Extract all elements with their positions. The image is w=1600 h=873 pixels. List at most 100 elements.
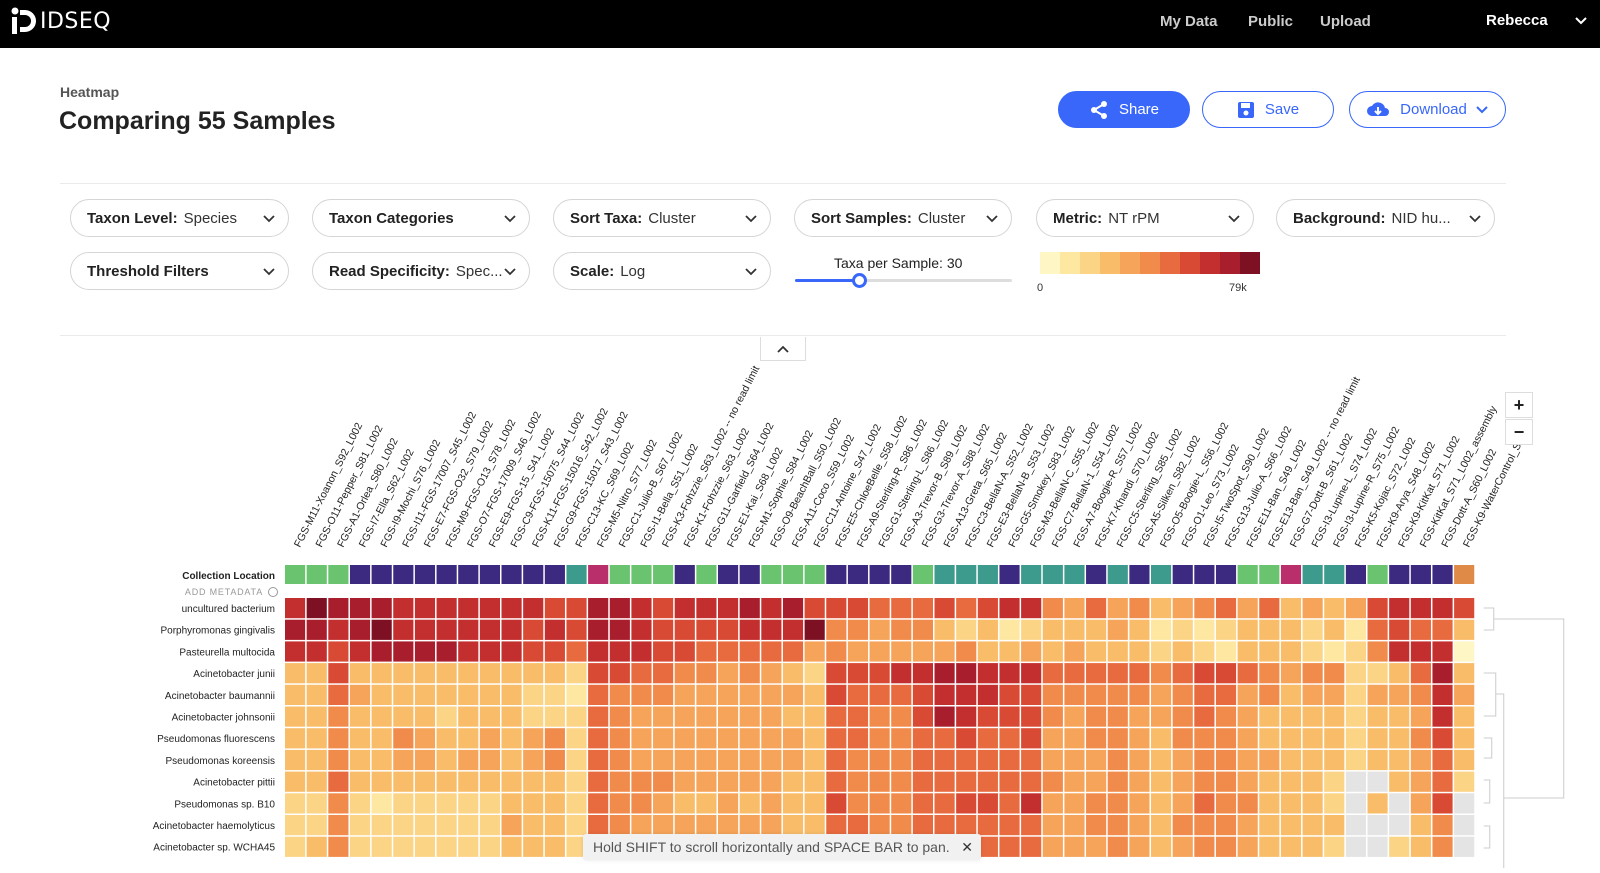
heatmap-cell[interactable] — [631, 663, 652, 684]
heatmap-cell[interactable] — [1021, 728, 1042, 749]
heatmap-cell[interactable] — [1389, 793, 1410, 814]
heatmap-cell[interactable] — [1432, 815, 1453, 836]
heatmap-cell[interactable] — [999, 771, 1020, 792]
heatmap-cell[interactable] — [1086, 815, 1107, 836]
heatmap-cell[interactable] — [891, 663, 912, 684]
metadata-cell[interactable] — [371, 565, 392, 584]
heatmap-cell[interactable] — [674, 706, 695, 727]
metadata-cell[interactable] — [761, 565, 782, 584]
heatmap-cell[interactable] — [1215, 663, 1237, 684]
heatmap-cell[interactable] — [1107, 663, 1128, 684]
heatmap-cell[interactable] — [1064, 793, 1085, 814]
heatmap-cell[interactable] — [458, 749, 479, 771]
heatmap-cell[interactable] — [631, 619, 652, 640]
heatmap-cell[interactable] — [891, 771, 912, 792]
heatmap-cell[interactable] — [1129, 793, 1150, 814]
heatmap-cell[interactable] — [393, 728, 414, 749]
metadata-cell[interactable] — [393, 565, 414, 584]
heatmap-cell[interactable] — [1302, 598, 1323, 619]
heatmap-cell[interactable] — [501, 771, 522, 792]
heatmap-cell[interactable] — [458, 598, 479, 619]
heatmap-cell[interactable] — [696, 749, 717, 771]
heatmap-cell[interactable] — [479, 793, 500, 814]
heatmap-cell[interactable] — [674, 749, 695, 771]
heatmap-cell[interactable] — [1259, 641, 1280, 662]
heatmap-cell[interactable] — [609, 684, 630, 705]
heatmap-cell[interactable] — [912, 684, 933, 705]
heatmap-cell[interactable] — [869, 749, 890, 771]
heatmap-cell[interactable] — [349, 793, 371, 814]
heatmap-cell[interactable] — [826, 663, 847, 684]
heatmap-cell[interactable] — [458, 684, 479, 705]
heatmap-cell[interactable] — [977, 619, 998, 640]
heatmap-cell[interactable] — [566, 749, 587, 771]
heatmap-cell[interactable] — [956, 706, 977, 727]
heatmap-cell[interactable] — [1345, 706, 1366, 727]
heatmap-cell[interactable] — [523, 641, 544, 662]
heatmap-cell[interactable] — [1042, 619, 1063, 640]
heatmap-cell[interactable] — [458, 815, 479, 836]
heatmap-cell[interactable] — [804, 598, 825, 619]
heatmap-cell[interactable] — [1129, 598, 1150, 619]
heatmap-cell[interactable] — [588, 619, 609, 640]
heatmap-cell[interactable] — [1064, 663, 1085, 684]
heatmap-cell[interactable] — [479, 619, 500, 640]
metadata-cell[interactable] — [1410, 565, 1431, 584]
heatmap-cell[interactable] — [479, 663, 500, 684]
heatmap-cell[interactable] — [653, 684, 674, 705]
heatmap-cell[interactable] — [631, 641, 652, 662]
heatmap-cell[interactable] — [1432, 749, 1453, 771]
heatmap-cell[interactable] — [1302, 815, 1323, 836]
taxon-categories-dropdown[interactable]: Taxon Categories — [312, 199, 530, 237]
heatmap-cell[interactable] — [501, 684, 522, 705]
metadata-cell[interactable] — [1432, 565, 1453, 584]
heatmap-cell[interactable] — [1237, 815, 1258, 836]
taxon-label[interactable]: Acinetobacter haemolyticus — [153, 821, 275, 832]
heatmap-cell[interactable] — [328, 641, 349, 662]
metadata-cell[interactable] — [1259, 565, 1280, 584]
heatmap-cell[interactable] — [1194, 728, 1215, 749]
heatmap-cell[interactable] — [1086, 771, 1107, 792]
heatmap-cell[interactable] — [458, 793, 479, 814]
heatmap-cell[interactable] — [1432, 771, 1453, 792]
heatmap-cell[interactable] — [1042, 836, 1063, 857]
metadata-cell[interactable] — [1172, 565, 1193, 584]
heatmap-cell[interactable] — [1042, 815, 1063, 836]
heatmap-cell[interactable] — [1107, 728, 1128, 749]
heatmap-cell[interactable] — [1107, 836, 1128, 857]
heatmap-cell[interactable] — [782, 641, 804, 662]
heatmap-cell[interactable] — [1410, 793, 1431, 814]
heatmap-cell[interactable] — [1367, 706, 1388, 727]
metadata-cell[interactable] — [328, 565, 349, 584]
heatmap-cell[interactable] — [285, 836, 306, 857]
metadata-cell[interactable] — [999, 565, 1020, 584]
heatmap-cell[interactable] — [826, 641, 847, 662]
heatmap-cell[interactable] — [1280, 815, 1302, 836]
heatmap-cell[interactable] — [999, 663, 1020, 684]
heatmap-cell[interactable] — [1215, 598, 1237, 619]
heatmap-cell[interactable] — [1064, 728, 1085, 749]
heatmap-cell[interactable] — [1086, 684, 1107, 705]
metadata-cell[interactable] — [956, 565, 977, 584]
heatmap-cell[interactable] — [1086, 706, 1107, 727]
heatmap-cell[interactable] — [1086, 836, 1107, 857]
heatmap-cell[interactable] — [1172, 641, 1193, 662]
heatmap-cell[interactable] — [1129, 836, 1150, 857]
metadata-cell[interactable] — [544, 565, 565, 584]
heatmap-cell[interactable] — [718, 641, 739, 662]
heatmap-cell[interactable] — [1410, 598, 1431, 619]
heatmap-cell[interactable] — [1345, 749, 1366, 771]
heatmap-cell[interactable] — [285, 598, 306, 619]
heatmap-cell[interactable] — [566, 619, 587, 640]
metadata-cell[interactable] — [609, 565, 630, 584]
taxon-label[interactable]: Acinetobacter johnsonii — [172, 713, 275, 724]
heatmap-cell[interactable] — [458, 663, 479, 684]
heatmap-cell[interactable] — [306, 793, 327, 814]
heatmap-cell[interactable] — [1215, 641, 1237, 662]
heatmap-cell[interactable] — [1194, 663, 1215, 684]
heatmap-cell[interactable] — [328, 728, 349, 749]
heatmap-cell[interactable] — [1410, 641, 1431, 662]
heatmap-cell[interactable] — [869, 619, 890, 640]
heatmap-cell[interactable] — [1107, 815, 1128, 836]
metadata-cell[interactable] — [436, 565, 457, 584]
